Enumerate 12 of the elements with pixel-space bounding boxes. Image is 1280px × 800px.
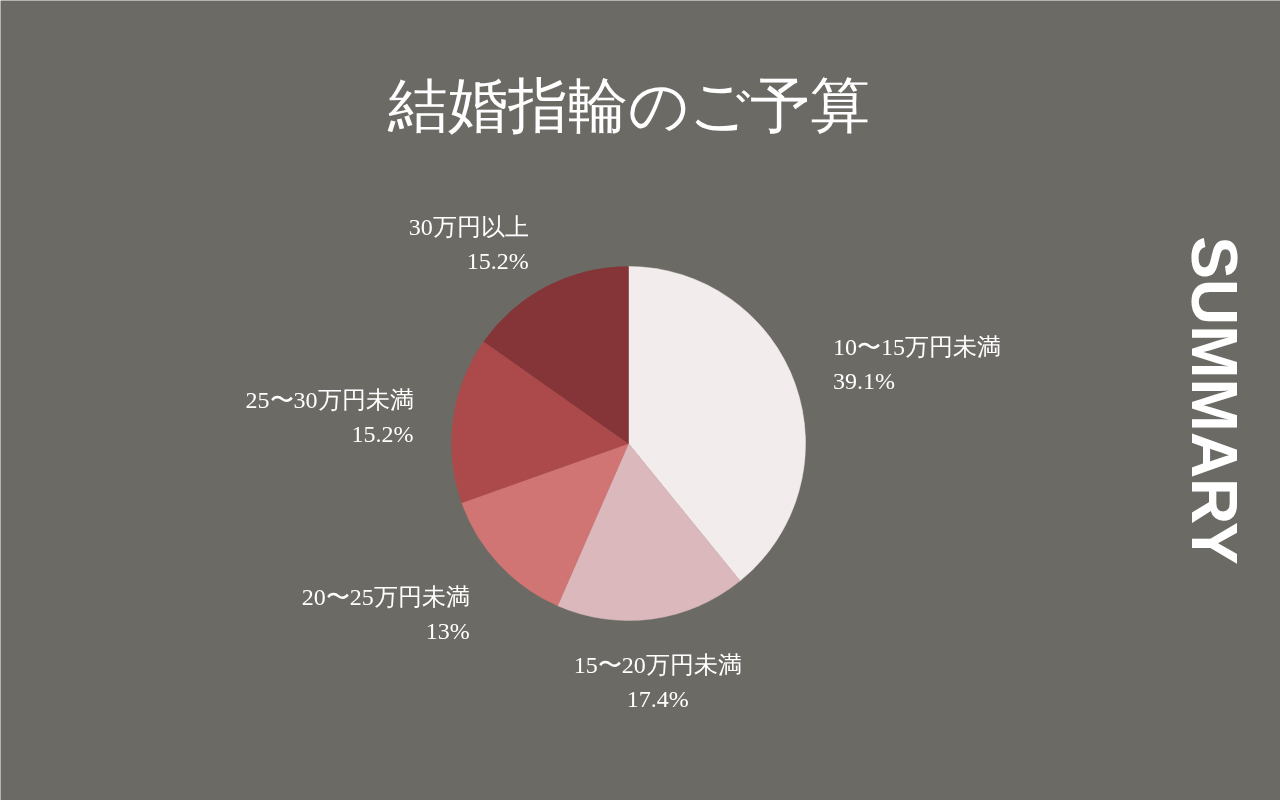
data-label: 15.2% [466,247,529,274]
slice-label: 15〜20万円未満 [573,651,742,678]
slice-label: 30万円以上 [408,213,529,240]
data-label: 17.4% [626,685,689,712]
text: SUMMARY [1177,236,1250,565]
data-label: 39.1% [832,367,895,394]
slice-label: 20〜25万円未満 [301,584,470,611]
chart-title: 結婚指輪のご予算 [386,72,870,139]
data-label: 15.2% [351,420,414,447]
slice-label: 10〜15万円未満 [832,333,1001,360]
slice-label: 25〜30万円未満 [245,386,414,413]
data-label: 13% [425,618,470,645]
